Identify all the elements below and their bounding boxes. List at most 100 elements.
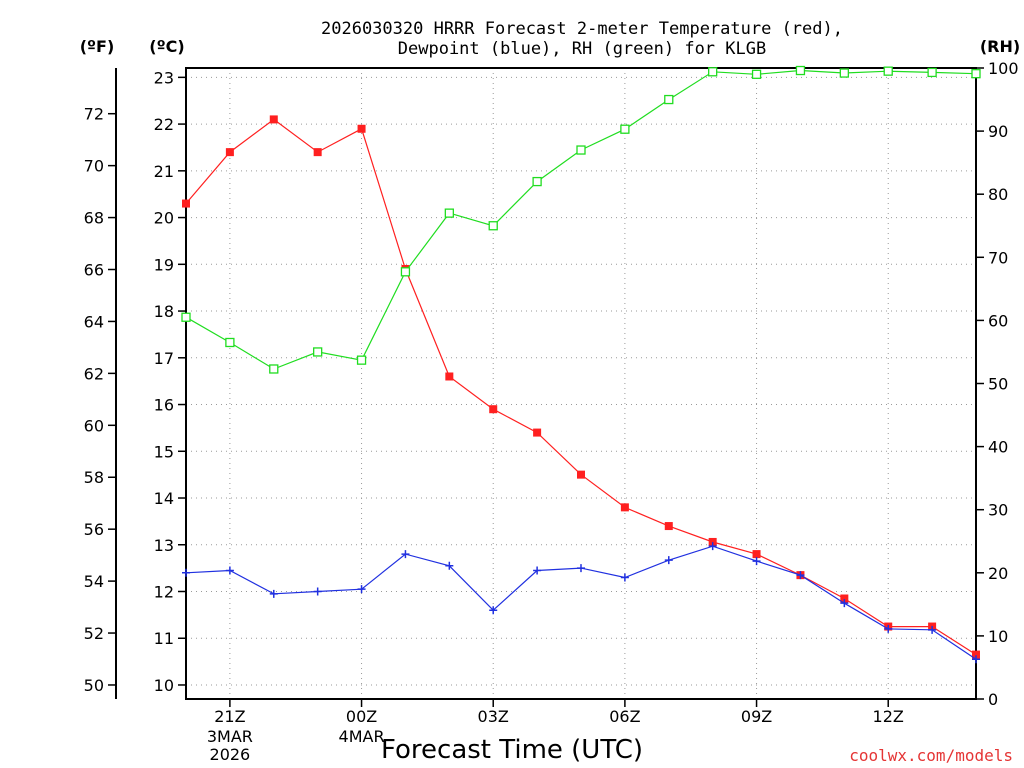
fahrenheit-tick-label: 64	[84, 312, 104, 331]
celsius-tick-label: 13	[154, 536, 174, 555]
fahrenheit-tick-label: 54	[84, 572, 104, 591]
rh-point	[576, 145, 586, 155]
celsius-tick-label: 14	[154, 489, 174, 508]
x-tick-year-label: 2026	[210, 745, 251, 764]
celsius-tick-label: 19	[154, 255, 174, 274]
dewpoint-point	[445, 561, 454, 570]
rh-point	[313, 347, 323, 357]
temperature-series	[182, 115, 980, 659]
x-tick-label: 12Z	[873, 707, 904, 726]
temperature-point	[357, 124, 366, 133]
x-tick-label: 06Z	[609, 707, 640, 726]
rh-tick-label: 20	[988, 564, 1008, 583]
celsius-tick-label: 21	[154, 162, 174, 181]
celsius-tick-label: 22	[154, 115, 174, 134]
temperature-point	[269, 115, 278, 124]
rh-tick-label: 80	[988, 185, 1008, 204]
fahrenheit-tick-label: 52	[84, 624, 104, 643]
fahrenheit-unit-label: (ºF)	[80, 37, 115, 56]
celsius-tick-label: 16	[154, 396, 174, 415]
data-series	[181, 65, 981, 664]
fahrenheit-tick-label: 70	[84, 157, 104, 176]
fahrenheit-tick-label: 66	[84, 261, 104, 280]
rh-tick-label: 10	[988, 627, 1008, 646]
temperature-point	[533, 428, 542, 437]
axes	[108, 67, 984, 707]
dewpoint-point	[840, 599, 849, 608]
x-tick-label: 00Z	[346, 707, 377, 726]
dewpoint-line	[185, 545, 977, 660]
rh-point	[269, 364, 279, 374]
rh-point	[708, 67, 718, 77]
rh-tick-label: 60	[988, 311, 1008, 330]
grid-lines	[186, 68, 976, 699]
rh-tick-label: 70	[988, 248, 1008, 267]
temperature-point	[489, 405, 498, 414]
x-axis-label: Forecast Time (UTC)	[381, 735, 643, 765]
dewpoint-point	[313, 587, 322, 596]
chart-title-line1: 2026030320 HRRR Forecast 2-meter Tempera…	[321, 19, 843, 39]
dewpoint-point	[972, 655, 980, 664]
x-tick-label: 21Z	[214, 707, 245, 726]
dewpoint-point	[664, 556, 673, 565]
x-tick-label: 03Z	[478, 707, 509, 726]
rh-point	[532, 176, 542, 187]
fahrenheit-tick-label: 56	[84, 520, 104, 539]
rh-point	[444, 208, 454, 218]
fahrenheit-tick-label: 50	[84, 676, 104, 695]
fahrenheit-tick-label: 68	[84, 209, 104, 228]
temperature-point	[577, 470, 585, 479]
temperature-point	[620, 503, 629, 512]
rh-point	[795, 65, 806, 76]
temperature-point	[225, 148, 234, 157]
rh-point	[225, 337, 235, 348]
rh-point	[971, 69, 981, 79]
rh-point	[839, 68, 849, 78]
dewpoint-point	[269, 589, 278, 598]
rh-tick-label: 100	[988, 59, 1019, 78]
dewpoint-point	[796, 571, 805, 580]
dewpoint-point	[620, 573, 629, 582]
temperature-point	[313, 148, 322, 157]
rh-point	[751, 69, 762, 79]
rh-tick-label: 30	[988, 501, 1008, 520]
celsius-tick-label: 20	[154, 209, 174, 228]
dewpoint-point	[533, 566, 542, 575]
dewpoint-point	[577, 564, 585, 573]
rh-tick-label: 0	[988, 690, 998, 709]
rh-point	[664, 94, 674, 105]
rh-point	[620, 124, 630, 134]
dewpoint-point	[225, 566, 234, 575]
rh-unit-label: (RH)	[980, 37, 1020, 56]
temperature-point	[708, 537, 717, 546]
x-tick-label: 09Z	[741, 707, 772, 726]
dewpoint-point	[401, 550, 410, 559]
x-tick-date-label: 3MAR	[207, 727, 253, 746]
rh-point	[927, 67, 937, 78]
rh-point	[181, 312, 191, 322]
plot-frame	[185, 67, 977, 700]
celsius-tick-label: 11	[154, 629, 174, 648]
rh-point	[488, 221, 498, 231]
celsius-tick-label: 12	[154, 582, 174, 601]
celsius-unit-label: (ºC)	[149, 37, 184, 56]
temperature-point	[664, 522, 673, 531]
celsius-tick-label: 15	[154, 442, 174, 461]
x-tick-date-label: 4MAR	[339, 727, 385, 746]
dewpoint-point	[182, 568, 190, 577]
chart-title-line2: Dewpoint (blue), RH (green) for KLGB	[398, 39, 766, 59]
temperature-point	[182, 199, 190, 208]
rh-line	[185, 69, 977, 370]
rh-point	[356, 355, 367, 365]
celsius-tick-label: 17	[154, 349, 174, 368]
dewpoint-point	[752, 557, 761, 566]
dewpoint-point	[884, 624, 893, 633]
celsius-tick-label: 23	[154, 68, 174, 87]
dewpoint-series	[182, 542, 980, 664]
dewpoint-point	[708, 542, 717, 551]
fahrenheit-tick-label: 60	[84, 416, 104, 435]
rh-point	[400, 267, 411, 277]
celsius-tick-label: 10	[154, 676, 174, 695]
rh-series	[181, 65, 981, 374]
